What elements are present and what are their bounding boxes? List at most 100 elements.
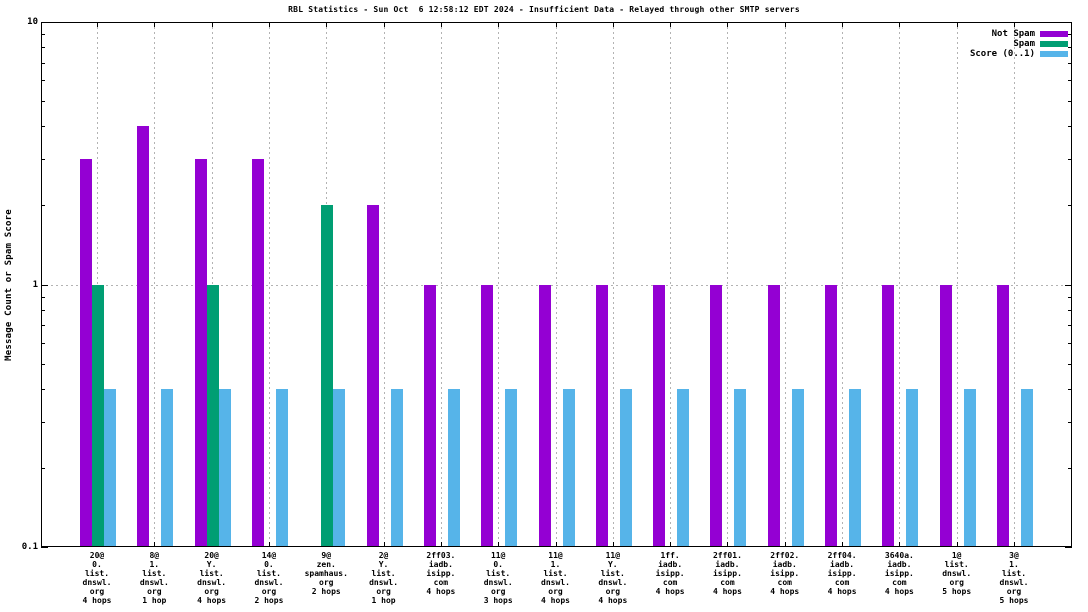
x-tick-label-line: dnswl. [598, 578, 628, 587]
x-tick-label-line: 5 hops [999, 596, 1029, 605]
x-tick-label: 3@ 1. list. dnswl. org 5 hops [985, 551, 1043, 605]
x-tick-label-line: 2ff01. [712, 551, 742, 560]
x-tick-label-line: dnswl. [254, 578, 284, 587]
x-tick-label-line: org [204, 587, 219, 596]
bar-score-0-1 [791, 388, 804, 547]
x-tick-label-line: 4 hops [541, 596, 570, 605]
x-tick-label-line: dnswl. [197, 578, 227, 587]
vertical-gridline [440, 22, 442, 547]
y-tick-label: 10 [27, 17, 38, 27]
vertical-gridline [670, 22, 672, 547]
x-tick-label-line: Y. [378, 560, 389, 569]
x-tick-label-line: iadb. [830, 560, 855, 569]
x-tick-label-line: dnswl. [82, 578, 112, 587]
x-tick-label-line: 2@ [378, 551, 389, 560]
x-tick-label-line: isipp. [655, 569, 685, 578]
bar-score-0-1 [390, 388, 403, 547]
tick-mark [784, 22, 786, 27]
tick-mark [842, 542, 844, 547]
tick-mark [670, 22, 672, 27]
bar-not-spam [423, 284, 436, 547]
tick-mark [1068, 159, 1072, 160]
tick-mark [41, 22, 48, 23]
x-tick-label-line: com [720, 578, 735, 587]
x-tick-label-line: list. [142, 569, 167, 578]
tick-mark [97, 22, 98, 27]
tick-mark [41, 34, 45, 35]
bar-spam [92, 284, 104, 547]
x-tick-label-line: iadb. [658, 560, 683, 569]
x-tick-label-line: list. [84, 569, 110, 578]
tick-mark [612, 542, 614, 547]
bar-not-spam [481, 284, 494, 547]
tick-mark [41, 297, 45, 298]
tick-mark [555, 542, 557, 547]
bar-not-spam [997, 284, 1009, 547]
x-tick-label-line: 2ff03. [426, 551, 456, 560]
bar-score-0-1 [677, 388, 690, 547]
vertical-gridline [899, 22, 901, 547]
legend-label: Spam [1013, 39, 1035, 49]
tick-mark [1068, 325, 1072, 326]
x-tick-label-line: list. [944, 560, 969, 569]
x-tick-label-line: 1@ [951, 551, 962, 560]
bar-not-spam [939, 284, 952, 547]
legend-item: Spam [970, 39, 1068, 49]
x-tick-label: 2@ Y. list. dnswl. org 1 hop [355, 551, 413, 605]
vertical-gridline [555, 22, 557, 547]
tick-mark [1068, 205, 1072, 206]
x-tick-label-line: 3640a. [884, 551, 914, 560]
x-tick-label-line: 4 hops [598, 596, 628, 605]
x-tick-label: 1@ list. dnswl. org 5 hops [928, 551, 986, 596]
bar-not-spam [366, 205, 379, 547]
tick-mark [41, 547, 48, 548]
x-tick-label-line: list. [256, 569, 281, 578]
vertical-gridline [784, 22, 786, 547]
tick-mark [1065, 547, 1072, 548]
x-tick-label-line: 3@ [1009, 551, 1019, 560]
bar-score-0-1 [963, 388, 976, 547]
x-tick-label-line: 1. [550, 560, 561, 569]
vertical-gridline [383, 22, 385, 547]
x-tick-label-line: 14@ [261, 551, 277, 560]
tick-mark [268, 22, 270, 27]
tick-mark [41, 325, 45, 326]
vertical-gridline [727, 22, 729, 547]
x-tick-label-line: org [376, 587, 391, 596]
chart-title: RBL Statistics - Sun Oct 6 12:58:12 EDT … [288, 5, 800, 14]
tick-mark [326, 22, 328, 27]
tick-mark [154, 542, 156, 547]
vertical-gridline [956, 22, 958, 547]
legend-swatch-spam [1040, 41, 1068, 47]
x-tick-label: 11@ 1. list. dnswl. org 4 hops [527, 551, 585, 605]
tick-mark [1014, 542, 1015, 547]
x-tick-label-line: 0. [264, 560, 274, 569]
x-tick-label-line: zen. [316, 560, 336, 569]
tick-mark [154, 22, 156, 27]
bar-score-0-1 [104, 388, 116, 547]
tick-mark [41, 468, 45, 469]
bar-score-0-1 [218, 388, 231, 547]
x-tick-label-line: org [147, 587, 162, 596]
x-tick-label-line: list. [199, 569, 224, 578]
tick-mark [956, 542, 958, 547]
x-tick-label-line: 4 hops [197, 596, 227, 605]
x-tick-label-line: 4 hops [655, 587, 685, 596]
tick-mark [41, 80, 45, 81]
x-tick-label-line: org [1006, 587, 1022, 596]
legend: Not Spam Spam Score (0..1) [970, 29, 1068, 59]
tick-mark [1068, 126, 1072, 127]
x-tick-label-line: Y. [607, 560, 618, 569]
x-tick-label: 20@ 0. list. dnswl. org 4 hops [68, 551, 126, 605]
tick-mark [1068, 80, 1072, 81]
tick-mark [1068, 468, 1072, 469]
bar-not-spam [653, 284, 666, 547]
x-tick-label-line: 4 hops [770, 587, 800, 596]
tick-mark [268, 542, 270, 547]
x-tick-label: 9@ zen. spamhaus. org 2 hops [297, 551, 355, 596]
bar-not-spam [538, 284, 551, 547]
x-tick-label: 11@ 0. list. dnswl. org 3 hops [469, 551, 527, 605]
tick-mark [1068, 101, 1072, 102]
